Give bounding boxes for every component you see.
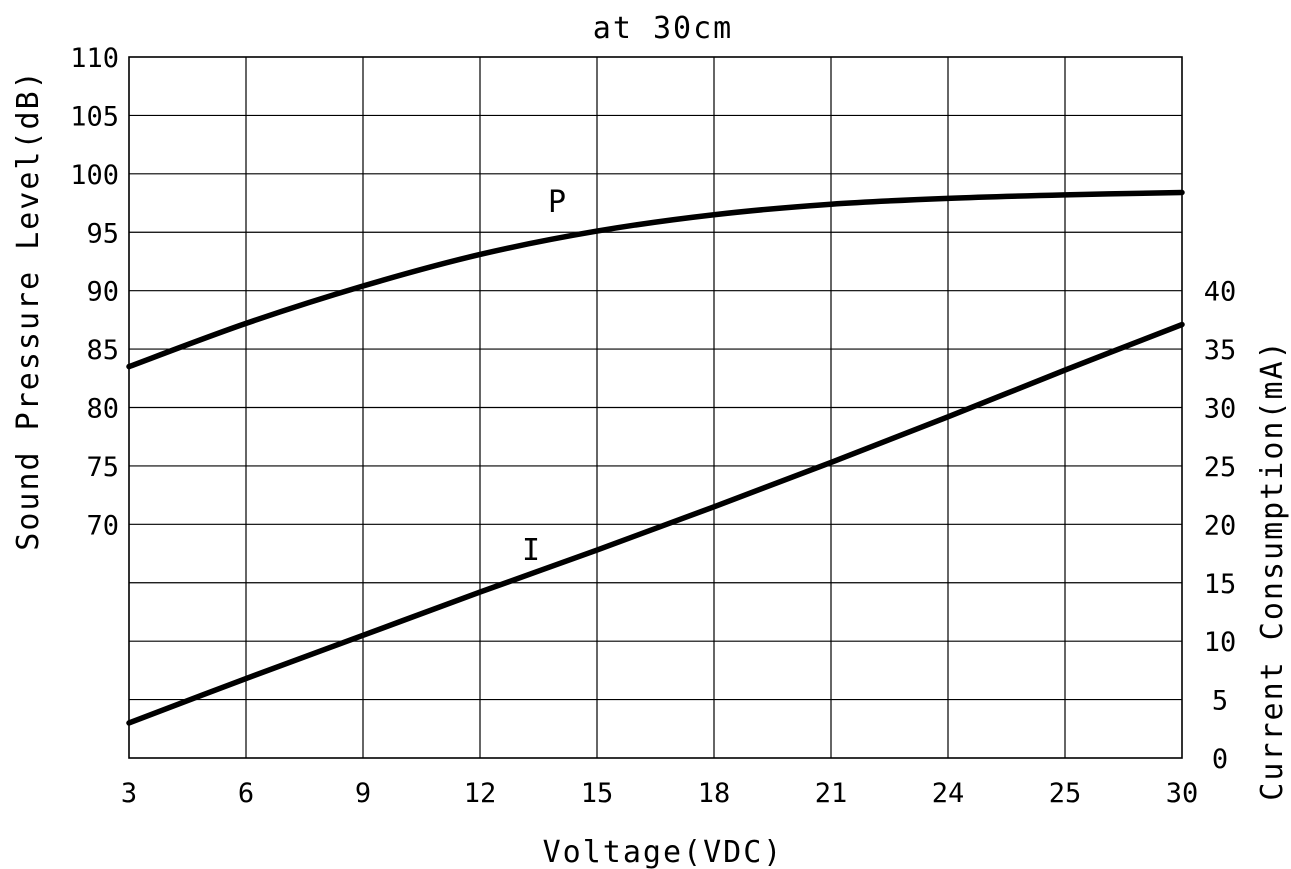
grid — [129, 57, 1182, 758]
y-left-axis-title: Sound Pressure Level(dB) — [11, 69, 46, 550]
x-tick-labels: 3 6 9 12 15 18 21 24 25 30 — [121, 778, 1198, 809]
x-tick-label: 6 — [238, 778, 254, 809]
y-right-axis-title: Current Consumption(mA) — [1255, 339, 1290, 800]
y-left-tick-label: 100 — [70, 160, 119, 191]
y-right-tick-label: 0 — [1212, 744, 1228, 775]
series-line-i — [126, 321, 1185, 726]
chart-title: at 30cm — [593, 11, 733, 46]
y-right-tick-label: 20 — [1204, 510, 1237, 541]
y-left-tick-label: 80 — [86, 394, 119, 425]
y-right-tick-label: 35 — [1204, 335, 1237, 366]
x-tick-label: 15 — [581, 778, 614, 809]
x-tick-label: 24 — [932, 778, 965, 809]
y-left-tick-label: 105 — [70, 101, 119, 132]
x-tick-label: 3 — [121, 778, 137, 809]
x-tick-label: 9 — [355, 778, 371, 809]
y-right-tick-label: 30 — [1204, 394, 1237, 425]
x-tick-label: 21 — [815, 778, 848, 809]
series-line-p — [126, 189, 1185, 370]
y-left-tick-label: 70 — [86, 510, 119, 541]
y-right-tick-label: 15 — [1204, 569, 1237, 600]
y-left-tick-labels: 110 105 100 95 90 85 80 75 70 — [70, 43, 119, 541]
y-right-tick-label: 5 — [1212, 686, 1228, 717]
x-axis-title: Voltage(VDC) — [543, 835, 784, 869]
x-tick-label: 25 — [1049, 778, 1082, 809]
series-label-i: I — [522, 533, 540, 568]
y-left-tick-label: 75 — [86, 452, 119, 483]
y-left-tick-label: 110 — [70, 43, 119, 74]
x-tick-label: 30 — [1166, 778, 1199, 809]
y-right-tick-label: 25 — [1204, 452, 1237, 483]
y-left-tick-label: 95 — [86, 218, 119, 249]
y-right-tick-label: 40 — [1204, 277, 1237, 308]
x-tick-label: 18 — [698, 778, 731, 809]
plot-frame — [128, 56, 1183, 759]
series-label-p: P — [548, 185, 566, 220]
y-left-tick-label: 90 — [86, 277, 119, 308]
y-left-tick-label: 85 — [86, 335, 119, 366]
x-tick-label: 12 — [464, 778, 497, 809]
y-right-tick-labels: 40 35 30 25 20 15 10 5 0 — [1204, 277, 1237, 775]
series-lines — [126, 189, 1185, 726]
y-right-tick-label: 10 — [1204, 627, 1237, 658]
